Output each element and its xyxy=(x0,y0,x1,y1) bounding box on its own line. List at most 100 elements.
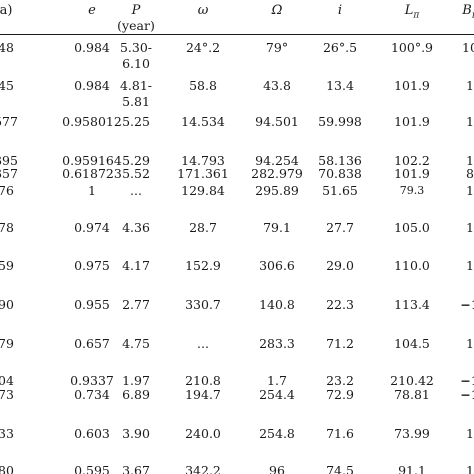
cell-e: 0.657 xyxy=(74,336,110,351)
cell-b: 1 xyxy=(466,463,474,474)
cell-l: 113.4 xyxy=(394,297,430,312)
cell-p: 4.75 xyxy=(122,336,150,351)
cell-p-range-end: 5.81 xyxy=(122,94,150,109)
cell-omega: ... xyxy=(197,336,209,351)
cell-b: 1 xyxy=(466,78,474,93)
cell-omega: 28.7 xyxy=(189,220,217,235)
cell-node: 79° xyxy=(265,40,289,55)
cell-e: 0.595 xyxy=(74,463,110,474)
cell-l: 91.1 xyxy=(398,463,426,474)
cell-a: 90 xyxy=(0,297,14,312)
cell-b: −1 xyxy=(460,387,474,402)
header-p: P xyxy=(131,3,141,18)
cell-i: 71.2 xyxy=(326,336,354,351)
cell-l: 78.81 xyxy=(394,387,430,402)
cell-a: 79 xyxy=(0,336,14,351)
cell-a: 48 xyxy=(0,40,14,55)
header-i: i xyxy=(337,3,343,18)
cell-i: 27.7 xyxy=(326,220,354,235)
cell-i: 13.4 xyxy=(326,78,354,93)
cell-l: 101.9 xyxy=(394,78,430,93)
cell-p: 5.25 xyxy=(122,114,150,129)
cell-e: 0.984 xyxy=(74,40,110,55)
cell-omega: 58.8 xyxy=(189,78,217,93)
header-rule xyxy=(0,34,474,35)
cell-omega: 152.9 xyxy=(185,258,221,273)
cell-p: 3.90 xyxy=(122,426,150,441)
cell-node: 254.8 xyxy=(259,426,295,441)
cell-node: 140.8 xyxy=(259,297,295,312)
cell-a: 395 xyxy=(0,153,18,168)
cell-p: 6.89 xyxy=(122,387,150,402)
cell-node: 295.89 xyxy=(255,183,299,198)
cell-l: 110.0 xyxy=(394,258,430,273)
cell-a: 577 xyxy=(0,114,18,129)
header-e: e xyxy=(88,3,96,18)
cell-omega: 129.84 xyxy=(181,183,225,198)
cell-e: 0.974 xyxy=(74,220,110,235)
cell-omega: 194.7 xyxy=(185,387,221,402)
cell-a: 357 xyxy=(0,166,18,181)
header-l: Lπ xyxy=(404,3,420,21)
cell-i: 59.998 xyxy=(318,114,362,129)
cell-b: 1 xyxy=(466,153,474,168)
cell-l: 79.3 xyxy=(399,184,425,197)
cell-l: 101.9 xyxy=(394,114,430,129)
cell-node: 43.8 xyxy=(263,78,291,93)
cell-l: 102.2 xyxy=(394,153,430,168)
cell-i: 29.0 xyxy=(326,258,354,273)
cell-node: 1.7 xyxy=(267,373,287,388)
cell-b: −1 xyxy=(460,297,474,312)
cell-omega: 342.2 xyxy=(185,463,221,474)
cell-b: 1 xyxy=(466,258,474,273)
cell-p: 3.67 xyxy=(122,463,150,474)
cell-omega: 171.361 xyxy=(177,166,229,181)
header-node: Ω xyxy=(271,3,283,18)
header-p-unit: (year) xyxy=(117,18,155,33)
cell-l: 105.0 xyxy=(394,220,430,235)
cell-i: 71.6 xyxy=(326,426,354,441)
cell-a: 45 xyxy=(0,78,14,93)
cell-i: 26°.5 xyxy=(322,40,358,55)
cell-a: 04 xyxy=(0,373,14,388)
cell-i: 72.9 xyxy=(326,387,354,402)
cell-node: 254.4 xyxy=(259,387,295,402)
cell-e: 0.603 xyxy=(74,426,110,441)
cell-node: 96 xyxy=(269,463,285,474)
cell-a: 33 xyxy=(0,426,14,441)
cell-node: 282.979 xyxy=(251,166,303,181)
cell-p: 4.17 xyxy=(122,258,150,273)
cell-l: 73.99 xyxy=(394,426,430,441)
cell-node: 306.6 xyxy=(259,258,295,273)
cell-p-range-end: 6.10 xyxy=(122,56,150,71)
cell-i: 23.2 xyxy=(326,373,354,388)
cell-i: 22.3 xyxy=(326,297,354,312)
cell-b: 10 xyxy=(462,40,474,55)
cell-l: 100°.9 xyxy=(390,40,434,55)
cell-e: 0.955 xyxy=(74,297,110,312)
cell-p: 2.77 xyxy=(122,297,150,312)
cell-node: 283.3 xyxy=(259,336,295,351)
header-omega: ω xyxy=(197,3,209,18)
cell-e: 0.984 xyxy=(74,78,110,93)
cell-a: 76 xyxy=(0,183,14,198)
cell-node: 94.501 xyxy=(255,114,299,129)
cell-e: 0.9337 xyxy=(70,373,114,388)
cell-l: 101.9 xyxy=(394,166,430,181)
cell-a: 78 xyxy=(0,220,14,235)
cell-omega: 210.8 xyxy=(185,373,221,388)
cell-omega: 24°.2 xyxy=(185,40,221,55)
cell-p: 5.52 xyxy=(122,166,150,181)
header-a: a) xyxy=(0,3,13,18)
cell-l: 210.42 xyxy=(390,373,434,388)
header-b: Bπ xyxy=(462,3,474,21)
cell-e: 0.959164 xyxy=(62,153,122,168)
cell-p: 1.97 xyxy=(122,373,150,388)
cell-a: 73 xyxy=(0,387,14,402)
cell-i: 74.5 xyxy=(326,463,354,474)
cell-p: ... xyxy=(130,183,142,198)
cell-node: 79.1 xyxy=(263,220,291,235)
cell-p: 5.30- xyxy=(119,40,153,55)
cell-omega: 330.7 xyxy=(185,297,221,312)
